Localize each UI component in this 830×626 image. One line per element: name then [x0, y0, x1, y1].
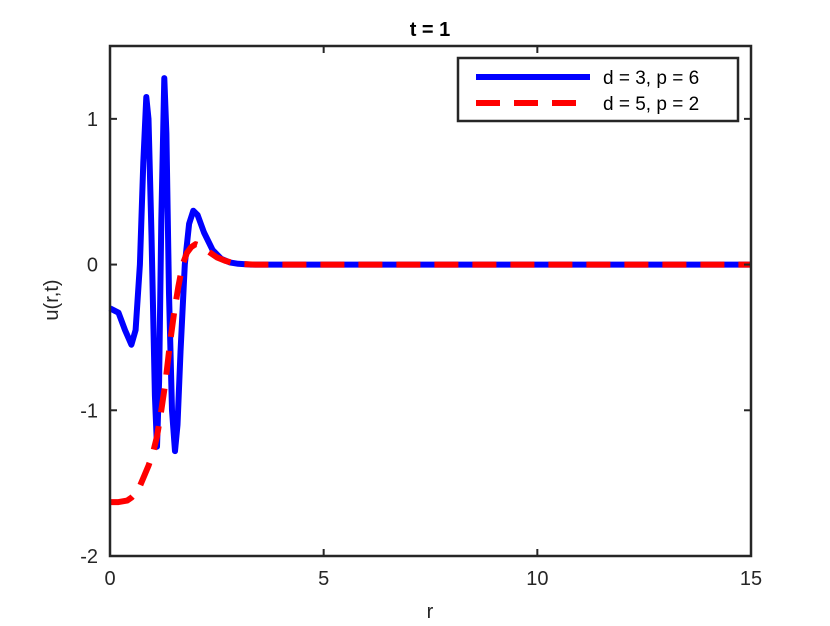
plot-area	[110, 46, 751, 556]
y-tick-label: -1	[80, 400, 98, 422]
chart-title: t = 1	[410, 19, 451, 41]
y-axis-label: u(r,t)	[41, 279, 63, 320]
y-tick-label: 0	[87, 255, 98, 277]
legend: d = 3, p = 6 d = 5, p = 2	[456, 56, 740, 123]
ticks-layer: 0 5 10 15 -2 -1 0 1	[80, 46, 762, 590]
legend-label-series-2: d = 5, p = 2	[603, 94, 699, 115]
y-tick-label: -2	[80, 546, 98, 568]
legend-label-series-1: d = 3, p = 6	[603, 68, 699, 89]
x-tick-label: 15	[740, 568, 762, 590]
x-tick-label: 0	[104, 568, 115, 590]
series-line-2	[110, 241, 751, 506]
plot-frame	[108, 44, 753, 558]
series-layer	[108, 75, 751, 506]
x-axis-label: r	[427, 601, 434, 623]
x-tick-label: 5	[318, 568, 329, 590]
y-tick-label: 1	[87, 109, 98, 131]
x-tick-label: 10	[526, 568, 548, 590]
legend-box	[456, 56, 740, 123]
